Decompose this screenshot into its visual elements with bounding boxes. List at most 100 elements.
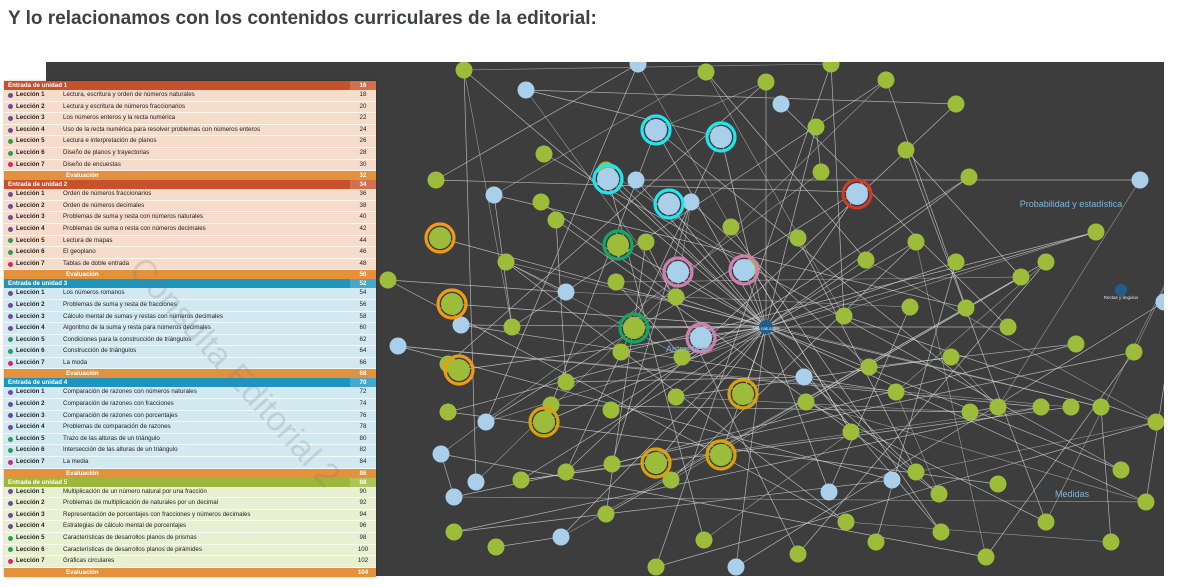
concept-node[interactable] <box>883 471 901 489</box>
concept-node[interactable] <box>795 368 813 386</box>
concept-node[interactable] <box>603 455 621 473</box>
concept-node[interactable] <box>835 307 853 325</box>
concept-node[interactable] <box>757 73 775 91</box>
concept-node[interactable] <box>1062 398 1080 416</box>
concept-node[interactable] <box>487 538 505 556</box>
concept-node[interactable] <box>602 401 620 419</box>
concept-node[interactable] <box>552 528 570 546</box>
highlighted-concept-node[interactable] <box>607 234 629 256</box>
concept-node[interactable] <box>961 403 979 421</box>
concept-node[interactable] <box>597 505 615 523</box>
concept-node[interactable] <box>607 273 625 291</box>
concept-node[interactable] <box>901 298 919 316</box>
concept-node[interactable] <box>455 62 473 79</box>
concept-node[interactable] <box>1037 253 1055 271</box>
concept-node[interactable] <box>535 145 553 163</box>
concept-node[interactable] <box>682 193 700 211</box>
highlighted-concept-node[interactable] <box>733 259 755 281</box>
concept-node[interactable] <box>629 62 647 73</box>
concept-node[interactable] <box>947 95 965 113</box>
concept-node[interactable] <box>389 337 407 355</box>
concept-node[interactable] <box>1147 413 1165 431</box>
highlighted-concept-node[interactable] <box>645 452 667 474</box>
concept-node[interactable] <box>977 548 995 566</box>
concept-node[interactable] <box>947 253 965 271</box>
concept-node[interactable] <box>497 253 515 271</box>
concept-node[interactable] <box>789 229 807 247</box>
concept-node[interactable] <box>1125 343 1143 361</box>
concept-node[interactable] <box>637 233 655 251</box>
concept-node[interactable] <box>1032 398 1050 416</box>
highlighted-concept-node[interactable] <box>690 327 712 349</box>
concept-node[interactable] <box>1155 293 1165 311</box>
concept-node[interactable] <box>557 463 575 481</box>
concept-node[interactable] <box>772 95 790 113</box>
concept-node[interactable] <box>673 348 691 366</box>
concept-node[interactable] <box>517 81 535 99</box>
concept-node[interactable] <box>445 488 463 506</box>
concept-node[interactable] <box>557 283 575 301</box>
concept-node[interactable] <box>722 218 740 236</box>
concept-node[interactable] <box>957 299 975 317</box>
concept-node[interactable] <box>427 171 445 189</box>
highlighted-concept-node[interactable] <box>710 126 732 148</box>
concept-node[interactable] <box>1137 493 1155 511</box>
concept-node[interactable] <box>867 533 885 551</box>
concept-node[interactable] <box>557 373 575 391</box>
concept-node[interactable] <box>612 343 630 361</box>
concept-node[interactable] <box>667 288 685 306</box>
concept-node[interactable] <box>503 318 521 336</box>
concept-node[interactable] <box>695 531 713 549</box>
concept-node[interactable] <box>989 475 1007 493</box>
concept-node[interactable] <box>999 318 1017 336</box>
concept-node[interactable] <box>547 211 565 229</box>
concept-node[interactable] <box>1067 335 1085 353</box>
concept-node[interactable] <box>467 473 485 491</box>
concept-node[interactable] <box>820 483 838 501</box>
concept-node[interactable] <box>727 558 745 576</box>
highlighted-concept-node[interactable] <box>645 119 667 141</box>
concept-node[interactable] <box>857 251 875 269</box>
concept-node[interactable] <box>1087 223 1105 241</box>
concept-node[interactable] <box>789 545 807 563</box>
highlighted-concept-node[interactable] <box>623 317 645 339</box>
highlighted-concept-node[interactable] <box>533 411 555 433</box>
concept-node[interactable] <box>452 316 470 334</box>
highlighted-concept-node[interactable] <box>441 293 463 315</box>
concept-node[interactable] <box>697 63 715 81</box>
concept-node[interactable] <box>822 62 840 73</box>
concept-node[interactable] <box>837 513 855 531</box>
highlighted-concept-node[interactable] <box>658 193 680 215</box>
concept-node[interactable] <box>807 118 825 136</box>
concept-node[interactable] <box>797 393 815 411</box>
concept-node[interactable] <box>1092 398 1110 416</box>
concept-node[interactable] <box>1037 513 1055 531</box>
concept-node[interactable] <box>877 71 895 89</box>
concept-node[interactable] <box>667 388 685 406</box>
hub-node-naturales[interactable] <box>759 320 773 334</box>
concept-node[interactable] <box>1112 461 1130 479</box>
concept-node[interactable] <box>1131 171 1149 189</box>
concept-node[interactable] <box>662 471 680 489</box>
highlighted-concept-node[interactable] <box>597 168 619 190</box>
hub-node-rectas[interactable] <box>1115 284 1127 296</box>
concept-node[interactable] <box>942 348 960 366</box>
concept-node[interactable] <box>907 463 925 481</box>
concept-node[interactable] <box>932 523 950 541</box>
knowledge-graph[interactable]: Probabilidad y estadística Aritmética Me… <box>46 62 1164 576</box>
concept-node[interactable] <box>512 471 530 489</box>
concept-node[interactable] <box>445 523 463 541</box>
concept-node[interactable] <box>532 193 550 211</box>
concept-node[interactable] <box>812 163 830 181</box>
concept-node[interactable] <box>627 171 645 189</box>
concept-node[interactable] <box>907 233 925 251</box>
concept-node[interactable] <box>1012 268 1030 286</box>
highlighted-concept-node[interactable] <box>667 261 689 283</box>
concept-node[interactable] <box>989 398 1007 416</box>
concept-node[interactable] <box>1102 533 1120 551</box>
concept-node[interactable] <box>930 485 948 503</box>
concept-node[interactable] <box>379 271 397 289</box>
concept-node[interactable] <box>439 403 457 421</box>
concept-node[interactable] <box>485 186 503 204</box>
concept-node[interactable] <box>432 445 450 463</box>
